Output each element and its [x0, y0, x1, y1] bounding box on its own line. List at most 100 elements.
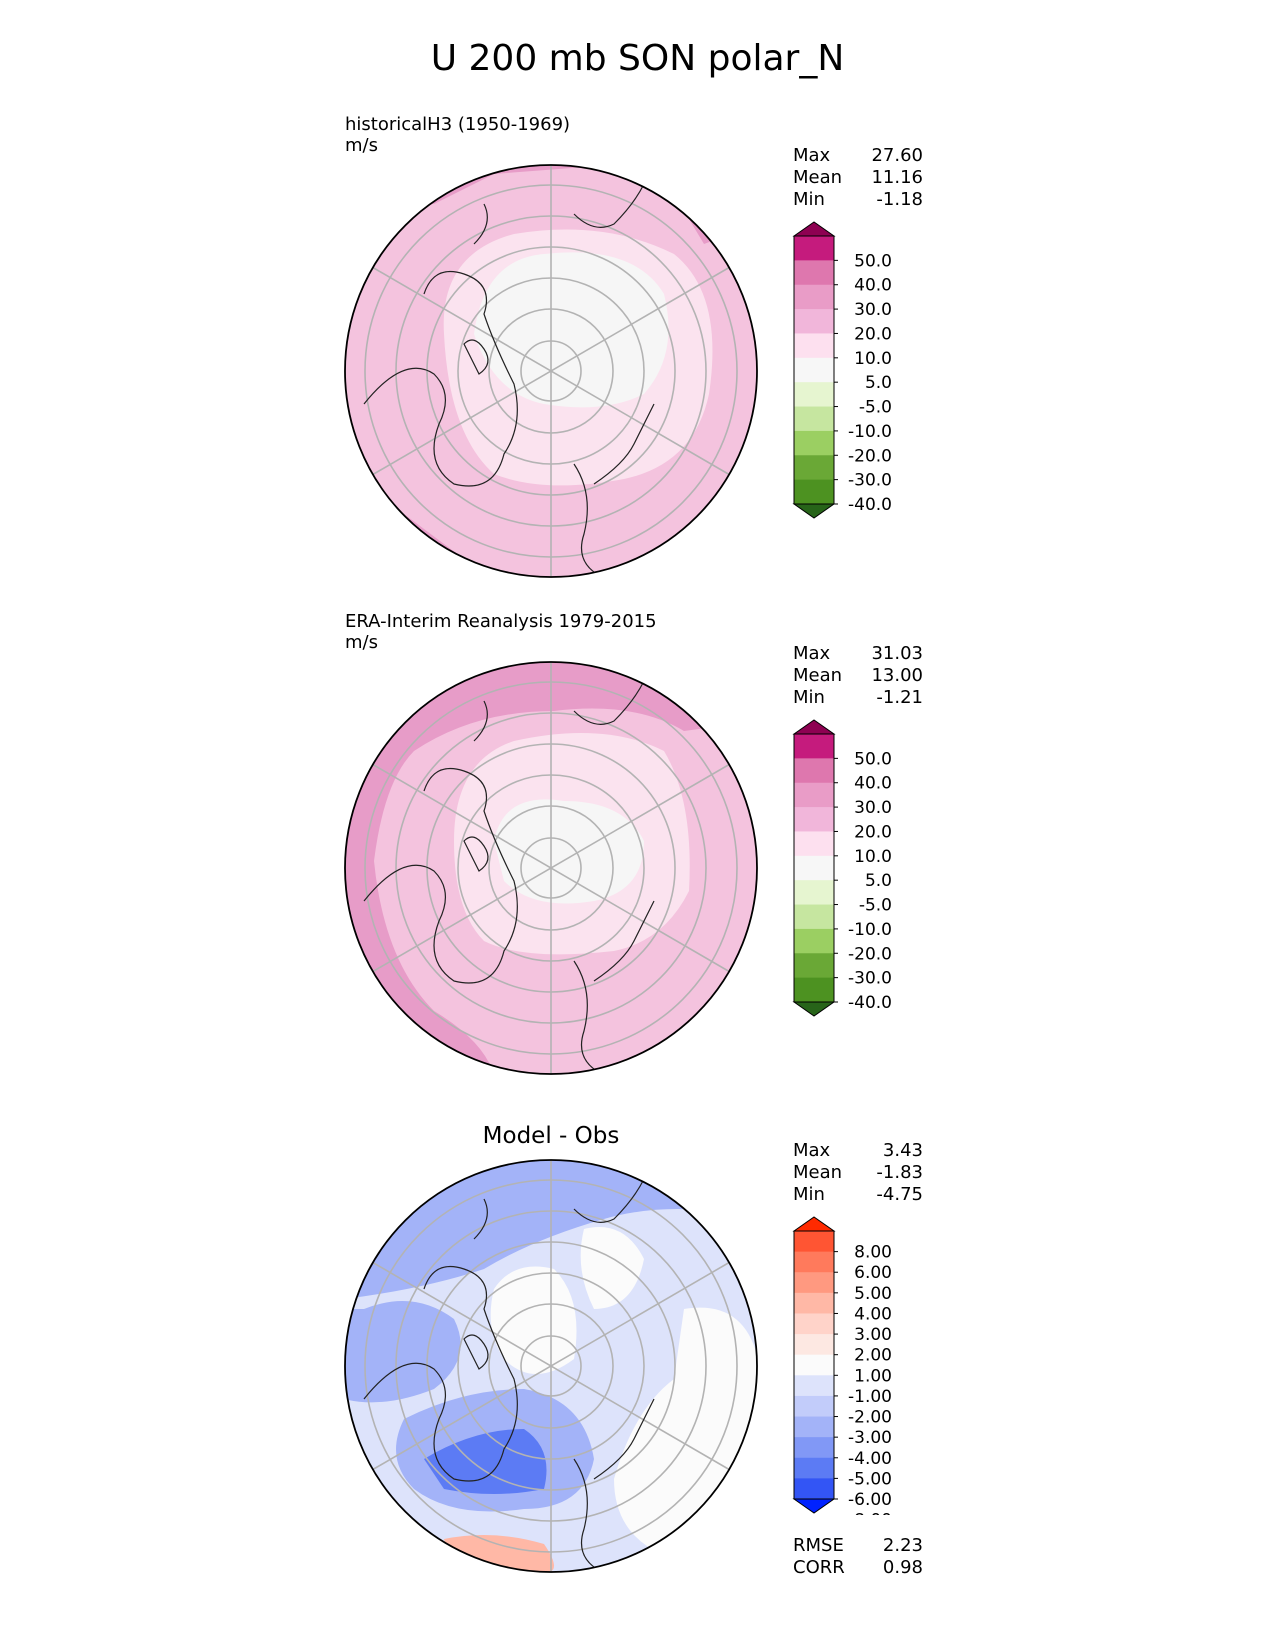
diff-field-near-zero-pole: [490, 1266, 577, 1374]
diff-stats-max-value: 3.43: [882, 1140, 923, 1161]
model-colorbar-swatch: [794, 357, 834, 383]
model-panel-title-run: historicalH3 (1950-1969): [345, 114, 571, 135]
diff-colorbar-swatch: [794, 1375, 834, 1397]
model-stats-min-label: Min: [793, 189, 825, 210]
diff-panel-title: Model - Obs: [482, 1123, 620, 1149]
model-colorbar-tick-label: 20.0: [854, 324, 892, 344]
obs-colorbar-tick-label: 20.0: [854, 822, 892, 842]
diff-field-near-zero-north: [580, 1227, 644, 1309]
obs-colorbar-swatch: [794, 734, 834, 759]
obs-colorbar-tick-label: -5.0: [859, 896, 892, 916]
obs-stats-mean-label: Mean: [793, 665, 843, 686]
diff-colorbar-tick-label: 1.00: [854, 1366, 892, 1386]
model-coastlines: [363, 183, 655, 577]
model-stats-mean-label: Mean: [793, 167, 843, 188]
obs-colorbar-tick-label: 10.0: [854, 847, 892, 867]
model-map-boundary: [344, 164, 758, 578]
model-colorbar-tick-label: -30.0: [848, 471, 892, 491]
obs-map-boundary: [344, 661, 758, 1075]
model-colorbar-swatch: [794, 309, 834, 334]
diff-metrics: RMSE 2.23 CORR 0.98: [793, 1535, 923, 1579]
diff-stats-min-label: Min: [793, 1184, 825, 1205]
model-colorbar-swatch: [794, 236, 834, 261]
figure-title: U 200 mb SON polar_N: [430, 38, 845, 79]
obs-colorbar-tick-label: -40.0: [848, 993, 892, 1013]
diff-colorbar-swatch: [794, 1334, 834, 1356]
diff-colorbar-tick-label: -4.00: [848, 1449, 892, 1469]
obs-colorbar-tick-label: -20.0: [848, 944, 892, 964]
model-colorbar-swatch: [794, 284, 834, 310]
obs-colorbar-tick-label: -30.0: [848, 969, 892, 989]
obs-stats-max-label: Max: [793, 643, 831, 664]
diff-colorbar-tick-label: -5.00: [848, 1469, 892, 1489]
diff-colorbar-swatch: [794, 1292, 834, 1314]
model-stats-min-value: -1.18: [876, 189, 923, 210]
diff-colorbar-tick-label: 6.00: [854, 1263, 892, 1283]
obs-panel-title: ERA-Interim Reanalysis 1979-2015 m/s: [345, 611, 657, 653]
model-colorbar-swatch: [794, 406, 834, 432]
obs-colorbar-tick-label: 50.0: [854, 749, 892, 769]
model-colorbar-tick-label: -5.0: [859, 398, 892, 418]
diff-colorbar-swatch: [794, 1437, 834, 1459]
model-colorbar-swatch: [794, 455, 834, 481]
model-colorbar-tick-label: -40.0: [848, 495, 892, 515]
diff-rmse-value: 2.23: [882, 1535, 923, 1556]
model-colorbar-tick-label: 40.0: [854, 276, 892, 296]
obs-stats-mean-value: 13.00: [871, 665, 923, 686]
diff-colorbar-frame: [793, 1230, 835, 1500]
obs-panel-title-source: ERA-Interim Reanalysis 1979-2015: [345, 611, 657, 632]
model-panel-title-units: m/s: [345, 135, 378, 156]
model-colorbar-tick-label: 30.0: [854, 300, 892, 320]
diff-colorbar-swatch: [794, 1231, 834, 1253]
diff-colorbar-tick-label: 3.00: [854, 1325, 892, 1345]
obs-colorbar-swatch: [794, 953, 834, 979]
model-colorbar-tick-label: 10.0: [854, 349, 892, 369]
model-colorbar-tick-label: -20.0: [848, 446, 892, 466]
obs-colorbar: 50.0 40.0 30.0 20.0 10.0 5.0 -5.0 -10.0 -20.0 -30…: [792, 719, 892, 1018]
model-polar-map: [344, 164, 758, 578]
model-stats-max-value: 27.60: [871, 145, 923, 166]
diff-stats-mean-label: Mean: [793, 1162, 843, 1183]
model-colorbar-tick-label: -50.0: [848, 519, 892, 520]
model-colorbar-extend-min: [792, 503, 836, 519]
diff-stats: Max 3.43 Mean -1.83 Min -4.75: [793, 1140, 923, 1206]
model-colorbar-extend-max: [792, 221, 836, 237]
model-colorbar-swatch: [794, 479, 834, 505]
diff-colorbar-tick-label: 4.00: [854, 1304, 892, 1324]
obs-colorbar-swatch: [794, 782, 834, 808]
obs-field-calm-center: [494, 799, 644, 904]
model-field-calm-center: [474, 252, 669, 408]
diff-stats-min-value: -4.75: [876, 1184, 923, 1205]
diff-colorbar-swatch: [794, 1478, 834, 1500]
model-stats-max-label: Max: [793, 145, 831, 166]
diff-graticule: [364, 1160, 738, 1572]
diff-colorbar-swatch: [794, 1457, 834, 1479]
model-graticule: [364, 165, 738, 577]
diff-stats-max-label: Max: [793, 1140, 831, 1161]
model-stats-mean-value: 11.16: [871, 167, 923, 188]
obs-stats-min-value: -1.21: [876, 687, 923, 708]
obs-colorbar-swatch: [794, 758, 834, 784]
obs-colorbar-extend-max: [792, 719, 836, 735]
model-colorbar-swatch: [794, 430, 834, 456]
diff-colorbar-tick-label: -3.00: [848, 1428, 892, 1448]
obs-panel-title-units: m/s: [345, 632, 378, 653]
obs-colorbar-tick-label: 30.0: [854, 798, 892, 818]
diff-colorbar-tick-label: -8.00: [848, 1511, 892, 1515]
obs-colorbar-frame: [793, 733, 835, 1003]
obs-colorbar-tick-label: 5.0: [865, 871, 892, 891]
obs-colorbar-swatch: [794, 904, 834, 930]
diff-polar-map: [344, 1159, 758, 1573]
diff-corr-label: CORR: [793, 1557, 845, 1578]
diff-colorbar-tick-label: 2.00: [854, 1346, 892, 1366]
model-stats: Max 27.60 Mean 11.16 Min -1.18: [793, 145, 923, 211]
diff-colorbar-swatch: [794, 1251, 834, 1273]
model-colorbar-swatch: [794, 382, 834, 408]
obs-colorbar-swatch: [794, 807, 834, 832]
model-panel-title: historicalH3 (1950-1969) m/s: [345, 114, 570, 156]
obs-polar-map: [344, 661, 758, 1075]
model-colorbar-swatch: [794, 260, 834, 286]
diff-colorbar-tick-label: 5.00: [854, 1284, 892, 1304]
obs-colorbar-swatch: [794, 855, 834, 881]
diff-colorbar-extend-max: [792, 1216, 836, 1232]
